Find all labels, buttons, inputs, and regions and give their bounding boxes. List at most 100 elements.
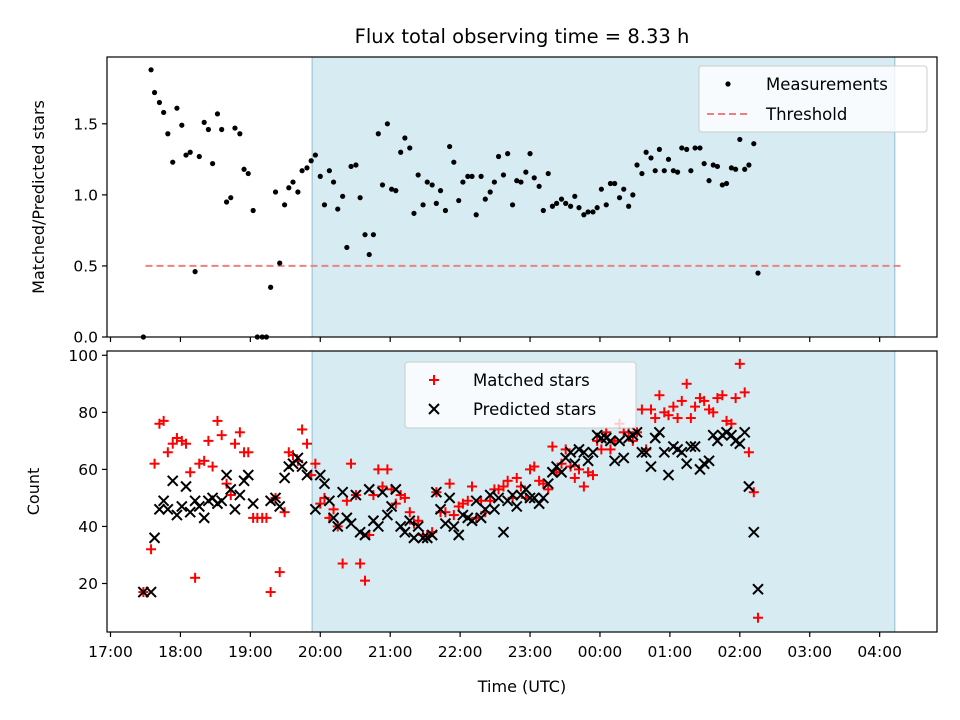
matched-star-point <box>743 447 754 458</box>
x-stroke-b <box>215 495 228 507</box>
measurement-point <box>201 119 207 125</box>
x-stroke-b <box>528 492 540 504</box>
x-tick-label: 22:00 <box>438 643 483 661</box>
matched-star-point <box>382 464 393 475</box>
x-stroke-b <box>408 532 420 544</box>
predicted-star-point <box>198 512 210 524</box>
measurement-point <box>714 163 721 170</box>
predicted-star-point <box>167 475 179 487</box>
x-stroke-b <box>176 500 188 513</box>
measurement-point <box>241 166 247 172</box>
predicted-star-point <box>292 452 304 464</box>
legend-entry-matched: Matched stars <box>473 371 590 390</box>
measurement-point <box>473 212 479 218</box>
x-stroke-b <box>752 583 764 595</box>
measurement-point <box>751 141 757 147</box>
matched-star-point <box>529 461 540 472</box>
measurement-point <box>630 192 636 198</box>
x-stroke-b <box>680 457 693 470</box>
x-tick-label: 18:00 <box>158 643 203 661</box>
measurement-point <box>514 178 520 184</box>
matched-star-point <box>676 395 687 406</box>
predicted-star-point <box>443 492 456 504</box>
matched-star-point <box>596 444 607 455</box>
x-stroke-b <box>336 486 349 498</box>
predicted-star-point <box>618 452 630 464</box>
measurement-point <box>299 168 305 174</box>
measurement-point <box>237 131 243 137</box>
predicted-star-point <box>470 495 482 507</box>
matched-star-point <box>207 461 218 472</box>
predicted-star-point <box>676 446 688 458</box>
top-y-ticks: 0.0 0.5 1.0 1.5 <box>73 115 107 347</box>
matched-star-point <box>543 484 554 495</box>
matched-star-point <box>199 455 210 466</box>
x-stroke-b <box>739 426 751 439</box>
measurement-point <box>384 121 390 127</box>
measurement-point <box>500 172 507 178</box>
x-stroke-b <box>162 503 174 516</box>
measurement-point <box>540 207 546 214</box>
measurement-point <box>643 149 649 155</box>
predicted-star-point <box>426 529 438 541</box>
matched-star-point <box>650 413 661 424</box>
measurement-point <box>626 203 632 209</box>
predicted-star-point <box>363 483 375 496</box>
matched-star-point <box>448 510 459 521</box>
predicted-star-point <box>341 512 353 524</box>
bottom-y-axis-label: Count <box>24 468 43 516</box>
measurement-point <box>398 149 404 155</box>
measurement-point <box>330 179 337 185</box>
matched-star-point <box>708 407 719 418</box>
x-stroke-b <box>198 512 210 524</box>
measurement-point <box>612 180 618 187</box>
matched-star-point <box>162 447 173 458</box>
predicted-star-point <box>595 432 608 444</box>
predicted-star-point <box>587 446 599 458</box>
x-stroke-b <box>206 492 219 504</box>
x-stroke-b <box>555 466 568 478</box>
x-stroke-b <box>649 432 661 444</box>
x-stroke-b <box>180 480 192 493</box>
x-stroke-b <box>479 503 491 516</box>
y-tick-label: 100 <box>68 347 98 365</box>
y-tick-label: 40 <box>78 518 98 536</box>
x-stroke-b <box>359 529 371 541</box>
x-stroke-b <box>372 520 385 533</box>
predicted-star-point <box>466 515 478 527</box>
matched-star-point <box>690 401 701 412</box>
predicted-star-point <box>484 489 496 501</box>
predicted-star-point <box>752 583 764 595</box>
measurement-point <box>312 152 318 158</box>
x-stroke-b <box>546 466 559 478</box>
measurement-point <box>469 173 475 179</box>
measurement-point <box>733 166 739 172</box>
measurement-point <box>192 269 198 275</box>
matched-star-point <box>368 490 379 501</box>
y-tick-label: 1.5 <box>73 115 98 133</box>
measurement-point <box>187 149 193 155</box>
predicted-star-points <box>137 426 764 598</box>
matched-star-point <box>587 470 598 481</box>
predicted-star-point <box>247 497 259 510</box>
x-stroke-b <box>367 515 380 527</box>
measurement-point <box>648 155 654 161</box>
measurement-point <box>290 179 296 185</box>
measurement-point <box>250 207 256 214</box>
x-axis-label: Time (UTC) <box>477 677 566 696</box>
bottom-legend-box <box>404 361 637 429</box>
x-stroke-b <box>345 517 357 530</box>
x-stroke-b <box>488 503 501 516</box>
measurement-point <box>616 195 623 201</box>
x-tick-label: 04:00 <box>857 643 902 661</box>
x-stroke-b <box>332 520 344 533</box>
predicted-star-point <box>520 483 532 496</box>
x-stroke-b <box>394 520 407 533</box>
measurement-point <box>245 170 251 177</box>
x-tick-label: 02:00 <box>717 643 762 661</box>
matched-star-point <box>373 464 384 475</box>
measurement-point <box>170 159 176 165</box>
predicted-star-point <box>162 503 174 516</box>
x-stroke-b <box>533 497 545 510</box>
measurement-point <box>590 209 596 215</box>
